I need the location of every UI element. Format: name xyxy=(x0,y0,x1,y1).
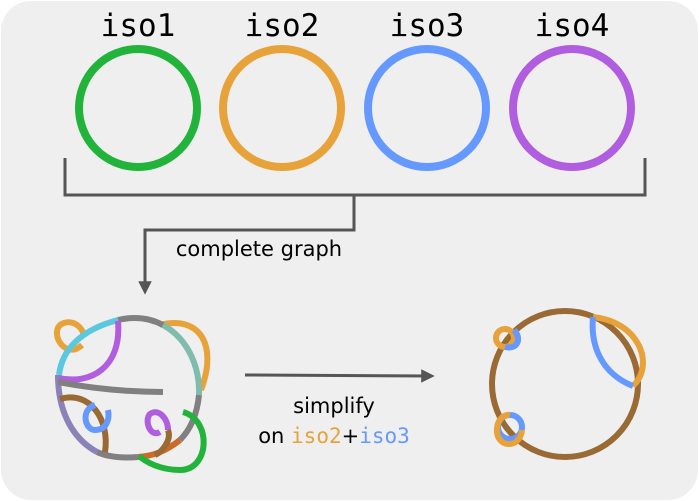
iso2-term: iso2 xyxy=(291,424,342,448)
complete-gray-right-segment xyxy=(177,394,202,443)
complete-orange-arc xyxy=(159,320,211,392)
complete-gray-top-segment xyxy=(117,314,165,328)
complete-purple-chord xyxy=(58,320,122,383)
simplified-blue-arc xyxy=(589,316,635,389)
complete-brown-small xyxy=(153,428,172,458)
simplify-label: simplify xyxy=(293,394,375,418)
complete-green-loop xyxy=(137,409,207,474)
iso3-circle xyxy=(364,45,490,171)
complete-slate-segment xyxy=(55,374,99,455)
iso2-circle xyxy=(219,45,345,171)
simplified-orange-arc xyxy=(592,314,646,389)
complete-graph-label: complete graph xyxy=(176,237,342,261)
complete-gray-chord xyxy=(57,379,164,395)
iso3-term: iso3 xyxy=(359,424,410,448)
simplified-orange-loop-bottom xyxy=(493,411,525,447)
iso4-circle xyxy=(509,45,635,171)
iso4-label: iso4 xyxy=(535,8,610,44)
iso2-label: iso2 xyxy=(245,8,320,44)
iso3-label: iso3 xyxy=(390,8,465,44)
merge-arrow xyxy=(138,195,356,295)
complete-graph xyxy=(53,314,211,474)
iso1-circle xyxy=(75,45,201,171)
simplify-arrow xyxy=(244,369,435,383)
plus-sign: + xyxy=(342,424,360,448)
complete-teal-segment xyxy=(161,322,203,396)
complete-purple-loop xyxy=(144,409,171,437)
simplified-blue-loop-top xyxy=(504,327,522,351)
simplified-graph xyxy=(489,308,646,460)
complete-gray-bottom-segment xyxy=(95,449,139,461)
complete-cyan-segment xyxy=(56,317,119,376)
simplify-prefix: on xyxy=(258,424,291,448)
simplify-subtitle: on iso2+iso3 xyxy=(258,424,410,448)
complete-blue-loop xyxy=(82,402,112,434)
complete-brown-chord xyxy=(59,394,109,453)
iso1-label: iso1 xyxy=(101,8,176,44)
